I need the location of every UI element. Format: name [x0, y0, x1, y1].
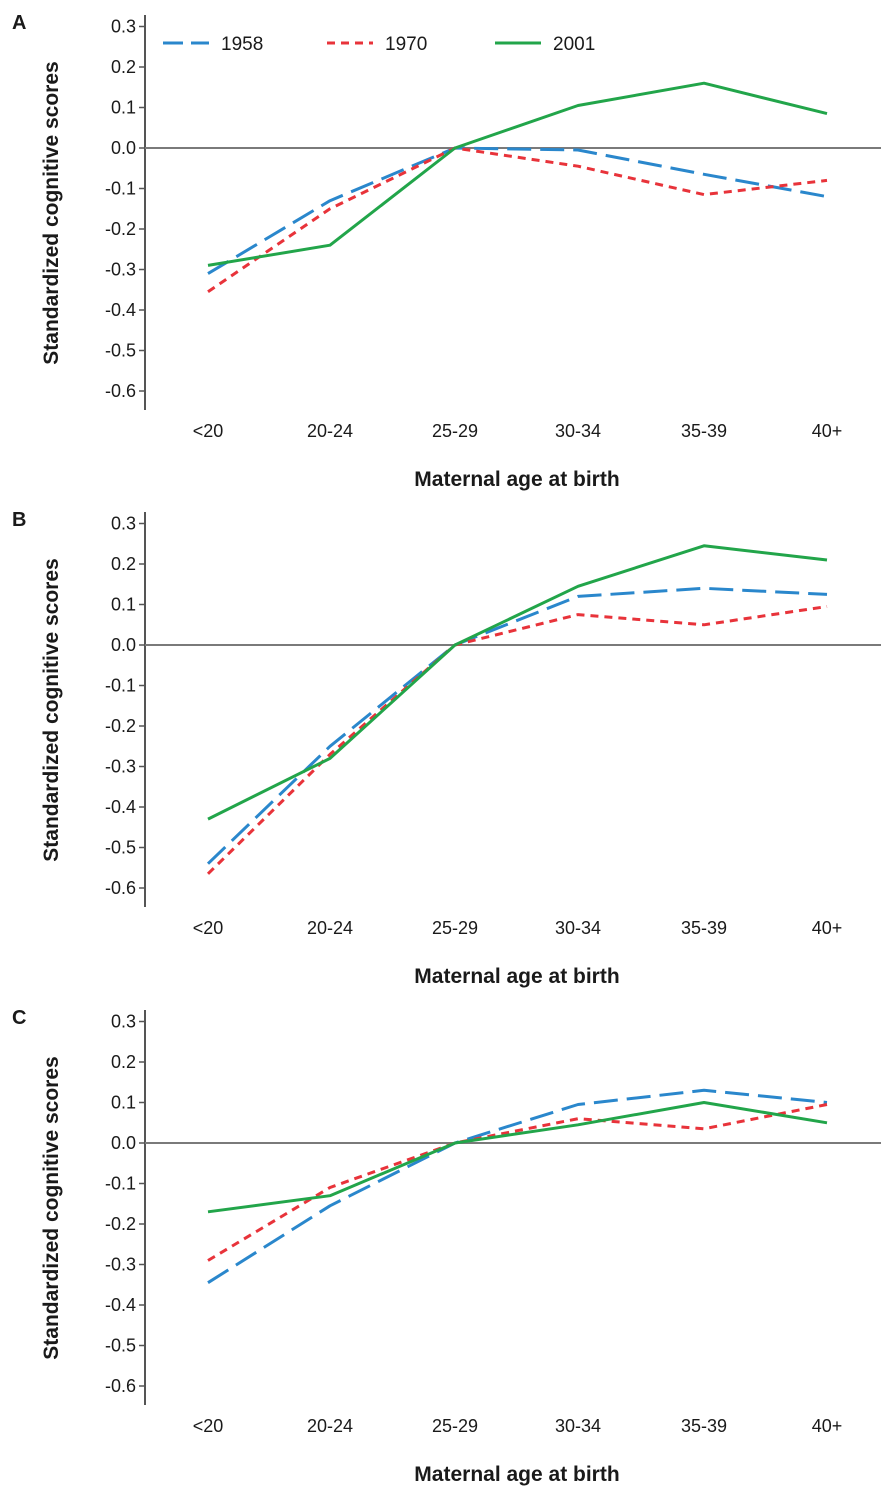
x-tick-label: 35-39 — [681, 918, 727, 938]
y-tick-label: 0.1 — [111, 98, 136, 118]
x-tick-label: <20 — [193, 1416, 224, 1436]
y-axis-title: Standardized cognitive scores — [40, 61, 63, 364]
y-tick-label: -0.2 — [105, 1214, 136, 1234]
y-tick-label: 0.3 — [111, 1012, 136, 1032]
y-tick-label: 0.0 — [111, 635, 136, 655]
x-axis-title: Maternal age at birth — [414, 965, 619, 988]
x-tick-label: 20-24 — [307, 918, 353, 938]
y-tick-label: -0.6 — [105, 878, 136, 898]
x-tick-label: 35-39 — [681, 1416, 727, 1436]
y-axis-title: Standardized cognitive scores — [40, 558, 63, 861]
x-tick-label: <20 — [193, 421, 224, 441]
y-tick-label: -0.3 — [105, 260, 136, 280]
y-tick-label: 0.3 — [111, 17, 136, 37]
y-tick-label: 0.2 — [111, 1052, 136, 1072]
y-tick-label: 0.1 — [111, 595, 136, 615]
y-tick-label: 0.0 — [111, 1133, 136, 1153]
legend: 1958 1970 2001 — [163, 34, 595, 55]
panel-c: C 0.3 0.2 0.1 0.0 -0.1 -0.2 -0.3 -0.4 -0.5 -0.6 <20… — [12, 1007, 881, 1486]
y-tick-label: -0.4 — [105, 1295, 136, 1315]
y-tick-label: -0.3 — [105, 757, 136, 777]
y-tick-label: -0.3 — [105, 1255, 136, 1275]
series-line-2001 — [207, 544, 828, 821]
x-tick-label: 25-29 — [432, 1416, 478, 1436]
y-tick-label: -0.4 — [105, 797, 136, 817]
y-tick-label: -0.2 — [105, 716, 136, 736]
y-tick-label: 0.3 — [111, 514, 136, 534]
y-tick-label: -0.1 — [105, 179, 136, 199]
y-tick-label: -0.6 — [105, 1376, 136, 1396]
series-line-1970 — [207, 146, 828, 294]
y-tick-label: 0.2 — [111, 57, 136, 77]
y-tick-label: 0.0 — [111, 138, 136, 158]
series-line-1970 — [206, 605, 828, 875]
y-tick-label: -0.5 — [105, 838, 136, 858]
x-tick-label: 40+ — [812, 1416, 843, 1436]
x-tick-label: 20-24 — [307, 1416, 353, 1436]
legend-label-2001: 2001 — [553, 34, 595, 55]
x-tick-label: 30-34 — [555, 918, 601, 938]
x-tick-label: 40+ — [812, 918, 843, 938]
y-tick-label: 0.2 — [111, 554, 136, 574]
panel-b: B 0.3 0.2 0.1 0.0 -0.1 -0.2 -0.3 -0.4 -0.5 -0.6 <20… — [12, 509, 881, 988]
series-line-1958 — [207, 146, 828, 275]
y-tick-label: -0.5 — [105, 341, 136, 361]
panel-label: B — [12, 509, 26, 531]
x-tick-label: 25-29 — [432, 421, 478, 441]
y-tick-label: -0.1 — [105, 1174, 136, 1194]
y-tick-label: -0.2 — [105, 219, 136, 239]
x-tick-label: 25-29 — [432, 918, 478, 938]
x-axis-title: Maternal age at birth — [414, 1463, 619, 1486]
x-axis-title: Maternal age at birth — [414, 468, 619, 491]
series-line-1970 — [207, 1103, 828, 1262]
series-line-1958 — [207, 1088, 828, 1284]
panel-a: A 0.3 0.2 0.1 0.0 -0.1 -0.2 -0.3 -0.4 -0.5 -0.6 <20… — [12, 12, 881, 491]
y-tick-label: -0.1 — [105, 676, 136, 696]
series-line-1958 — [206, 586, 828, 865]
x-tick-label: <20 — [193, 918, 224, 938]
y-tick-label: -0.4 — [105, 300, 136, 320]
y-tick-label: -0.6 — [105, 381, 136, 401]
x-tick-label: 40+ — [812, 421, 843, 441]
y-axis-title: Standardized cognitive scores — [40, 1056, 63, 1359]
legend-label-1970: 1970 — [385, 34, 427, 55]
y-tick-label: -0.5 — [105, 1336, 136, 1356]
x-tick-label: 30-34 — [555, 1416, 601, 1436]
panel-label: A — [12, 12, 26, 34]
x-tick-label: 30-34 — [555, 421, 601, 441]
y-tick-label: 0.1 — [111, 1093, 136, 1113]
x-tick-label: 20-24 — [307, 421, 353, 441]
x-tick-label: 35-39 — [681, 421, 727, 441]
legend-label-1958: 1958 — [221, 34, 263, 55]
series-line-2001 — [207, 1101, 828, 1214]
panel-label: C — [12, 1007, 26, 1029]
series-line-2001 — [207, 81, 828, 267]
